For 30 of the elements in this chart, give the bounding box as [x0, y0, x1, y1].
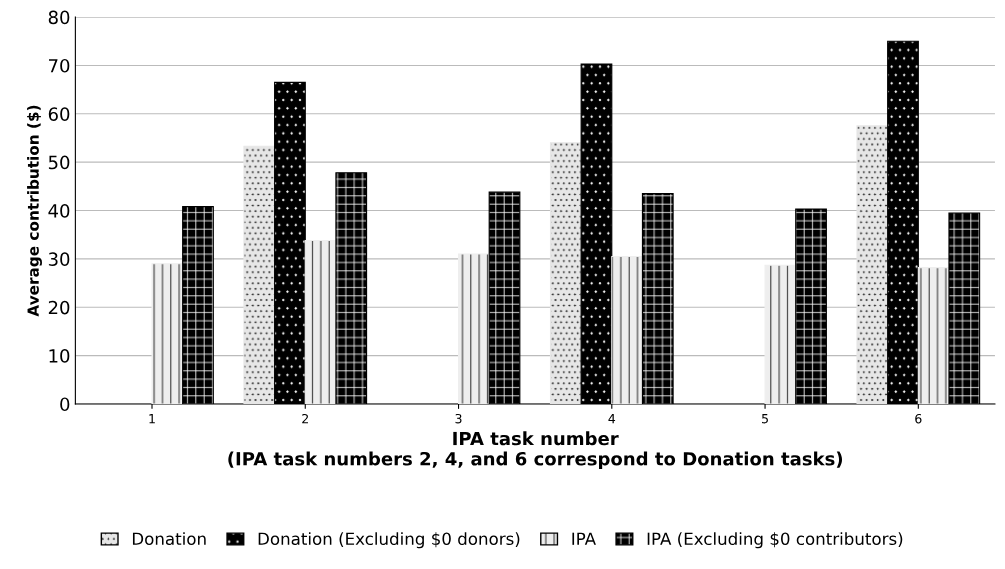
bar — [856, 125, 889, 404]
x-tick-label: 5 — [762, 414, 768, 424]
y-tick-label: 70 — [49, 58, 70, 73]
bar — [304, 239, 337, 404]
y-tick-label: 80 — [48, 10, 70, 25]
y-tick-label: 40 — [48, 203, 70, 218]
legend-label: IPA (Excluding $0 contributors) — [647, 532, 903, 549]
legend-label: Donation — [132, 532, 206, 546]
x-axis-title: IPA task number (IPA task numbers 2, 4, and 6 correspond to Donation tasks) — [228, 431, 843, 470]
y-tick-label: 10 — [49, 349, 70, 363]
bar — [549, 142, 582, 404]
y-tick-label: 30 — [48, 252, 70, 267]
x-tick-label: 2 — [302, 413, 308, 424]
bar — [764, 264, 797, 404]
y-tick-label: 50 — [48, 155, 70, 170]
x-tick-label: 4 — [608, 414, 616, 424]
y-tick-label: 20 — [48, 300, 70, 315]
x-tick-label: 3 — [455, 413, 462, 424]
bar — [457, 253, 490, 404]
bar — [151, 263, 184, 404]
y-tick-label: 0 — [60, 397, 70, 412]
bar — [243, 145, 276, 404]
y-tick-label: 60 — [48, 107, 70, 121]
bar — [917, 267, 950, 404]
legend-label: IPA — [572, 532, 596, 545]
bar — [611, 255, 644, 404]
legend-label: Donation (Excluding $0 donors) — [258, 532, 520, 549]
x-tick-label: 1 — [149, 414, 155, 424]
y-axis-title: Average contribution ($) — [27, 105, 42, 317]
x-tick-label: 6 — [915, 413, 922, 424]
